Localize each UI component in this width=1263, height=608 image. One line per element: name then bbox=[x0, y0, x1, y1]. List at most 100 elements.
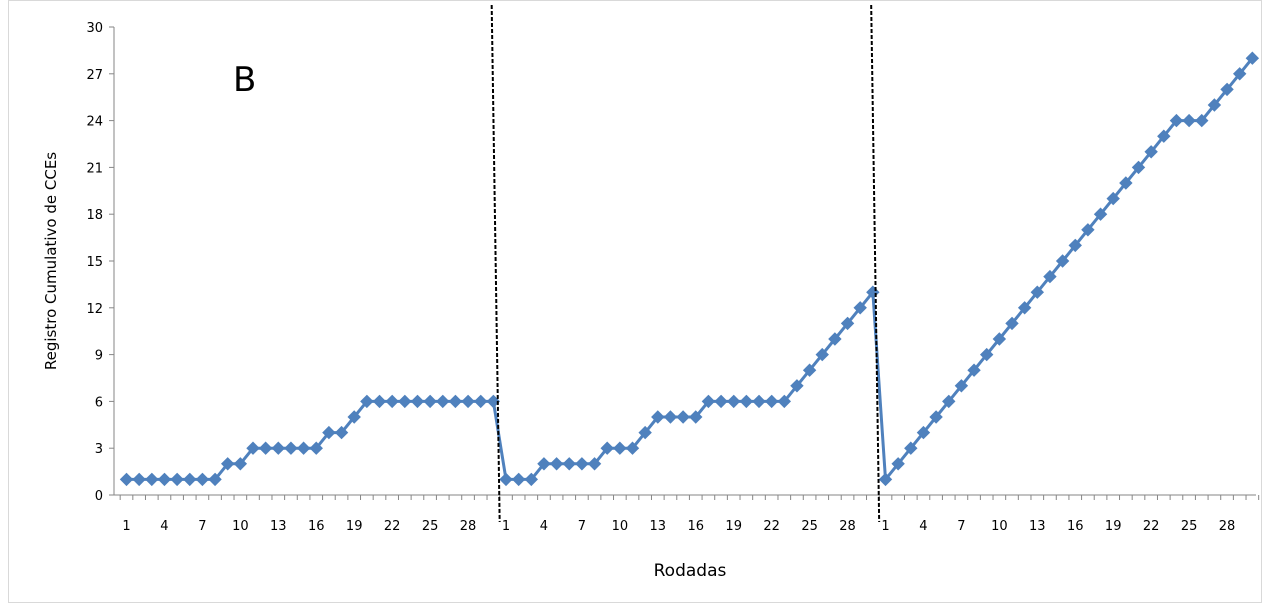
data-point bbox=[992, 332, 1007, 346]
y-tick-label: 6 bbox=[95, 395, 103, 410]
data-point bbox=[828, 332, 842, 346]
data-point bbox=[904, 441, 918, 455]
data-point bbox=[1030, 285, 1045, 299]
data-point bbox=[853, 301, 867, 315]
data-point bbox=[296, 441, 311, 455]
x-tick-label: 1 bbox=[502, 519, 510, 534]
data-point bbox=[1232, 67, 1247, 81]
data-point bbox=[840, 316, 855, 331]
data-point bbox=[1131, 160, 1146, 175]
data-point bbox=[398, 394, 412, 409]
data-point bbox=[651, 410, 665, 424]
x-tick-label: 28 bbox=[1219, 519, 1236, 534]
data-point bbox=[1157, 129, 1171, 143]
y-tick-label: 24 bbox=[86, 115, 103, 130]
data-point bbox=[764, 394, 779, 409]
data-point bbox=[929, 410, 943, 424]
x-tick-label: 28 bbox=[839, 519, 856, 534]
x-tick-label: 25 bbox=[422, 519, 439, 534]
series-layer bbox=[119, 51, 1260, 487]
x-axis-label: Rodadas bbox=[654, 561, 727, 581]
data-point bbox=[1106, 191, 1120, 206]
data-point bbox=[701, 394, 716, 409]
data-point bbox=[170, 472, 184, 487]
y-tick-label: 3 bbox=[95, 442, 103, 457]
data-point bbox=[1207, 98, 1222, 112]
data-point bbox=[1055, 254, 1070, 268]
chart-border bbox=[8, 0, 1262, 603]
data-point bbox=[284, 441, 298, 455]
data-point bbox=[246, 441, 260, 455]
data-point bbox=[663, 410, 678, 424]
x-tick-label: 22 bbox=[763, 519, 780, 534]
x-tick-label: 1 bbox=[881, 519, 889, 534]
data-point bbox=[752, 394, 766, 409]
data-point bbox=[119, 472, 134, 487]
x-tick-label: 13 bbox=[1029, 519, 1046, 534]
x-tick-label: 16 bbox=[687, 519, 704, 534]
data-point bbox=[1119, 176, 1133, 190]
phase-separator bbox=[490, 4, 501, 523]
data-point bbox=[410, 394, 425, 409]
y-tick-label: 12 bbox=[86, 302, 103, 317]
data-point bbox=[777, 394, 792, 409]
data-point bbox=[625, 441, 640, 455]
data-point bbox=[524, 472, 539, 487]
x-tick-label: 13 bbox=[270, 519, 287, 534]
data-point bbox=[423, 394, 437, 409]
data-point bbox=[486, 394, 501, 409]
axes-layer: 0 3 6 9 12 15 18 21 24 27 30 1 4 7 10 13 16 19 22 25 28 1 4 7 10… bbox=[86, 21, 1260, 534]
data-point bbox=[322, 425, 336, 440]
data-point bbox=[689, 410, 703, 424]
data-point bbox=[638, 425, 652, 440]
data-point bbox=[145, 472, 159, 487]
data-point bbox=[220, 457, 235, 471]
data-point bbox=[916, 425, 931, 440]
data-point bbox=[1182, 113, 1196, 128]
phase-separator bbox=[870, 4, 881, 523]
data-point bbox=[802, 363, 817, 377]
data-point bbox=[714, 394, 728, 409]
x-tick-label: 19 bbox=[1105, 519, 1122, 534]
data-point bbox=[967, 363, 981, 377]
separator-layer bbox=[490, 4, 881, 523]
data-point bbox=[233, 457, 248, 471]
data-point bbox=[537, 457, 551, 471]
data-point bbox=[1093, 207, 1108, 221]
x-tick-label: 16 bbox=[1067, 519, 1084, 534]
y-tick-label: 21 bbox=[86, 161, 103, 176]
x-tick-label: 10 bbox=[991, 519, 1008, 534]
data-point bbox=[436, 394, 450, 409]
x-tick-label: 4 bbox=[919, 519, 927, 534]
data-point bbox=[360, 394, 374, 409]
panel-label: B bbox=[233, 60, 256, 100]
data-point bbox=[1195, 113, 1209, 128]
data-point bbox=[132, 472, 146, 487]
data-point bbox=[600, 441, 614, 455]
data-point bbox=[613, 441, 627, 455]
data-point bbox=[575, 457, 589, 471]
data-point bbox=[1220, 82, 1234, 97]
x-tick-label: 22 bbox=[384, 519, 401, 534]
data-point bbox=[739, 394, 754, 409]
y-tick-label: 30 bbox=[86, 21, 103, 36]
x-tick-label: 22 bbox=[1143, 519, 1160, 534]
data-point bbox=[587, 457, 602, 471]
data-point bbox=[726, 394, 741, 409]
y-tick-label: 0 bbox=[95, 489, 103, 504]
y-tick-label: 18 bbox=[86, 208, 103, 223]
x-tick-label: 13 bbox=[650, 519, 667, 534]
y-tick-label: 9 bbox=[95, 349, 103, 364]
data-point bbox=[549, 457, 564, 471]
data-point bbox=[979, 347, 994, 362]
data-point bbox=[347, 410, 361, 424]
data-point bbox=[1068, 238, 1082, 253]
x-tick-label: 1 bbox=[122, 519, 130, 534]
data-point bbox=[562, 457, 576, 471]
data-point bbox=[1005, 316, 1019, 331]
data-point bbox=[1017, 301, 1032, 315]
data-point bbox=[183, 472, 197, 487]
data-point bbox=[448, 394, 463, 409]
x-tick-label: 16 bbox=[308, 519, 325, 534]
data-point bbox=[1043, 269, 1057, 284]
